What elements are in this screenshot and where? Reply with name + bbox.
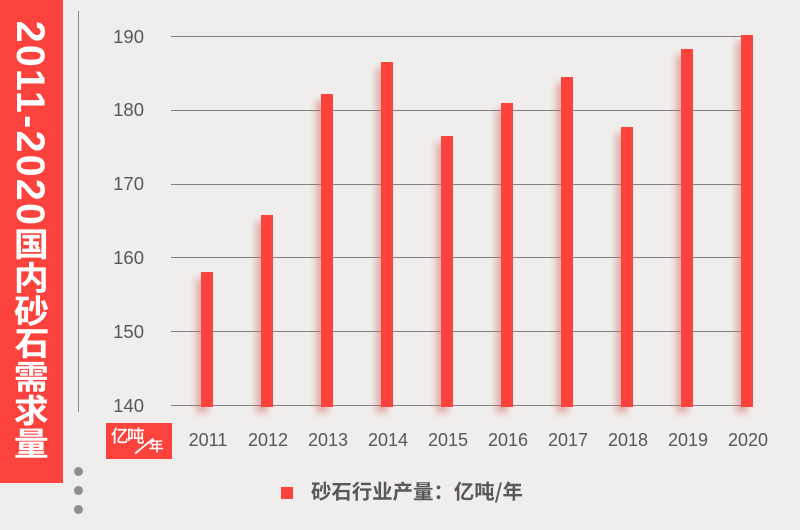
svg-text:2011-2020: 2011-2020: [8, 21, 52, 228]
